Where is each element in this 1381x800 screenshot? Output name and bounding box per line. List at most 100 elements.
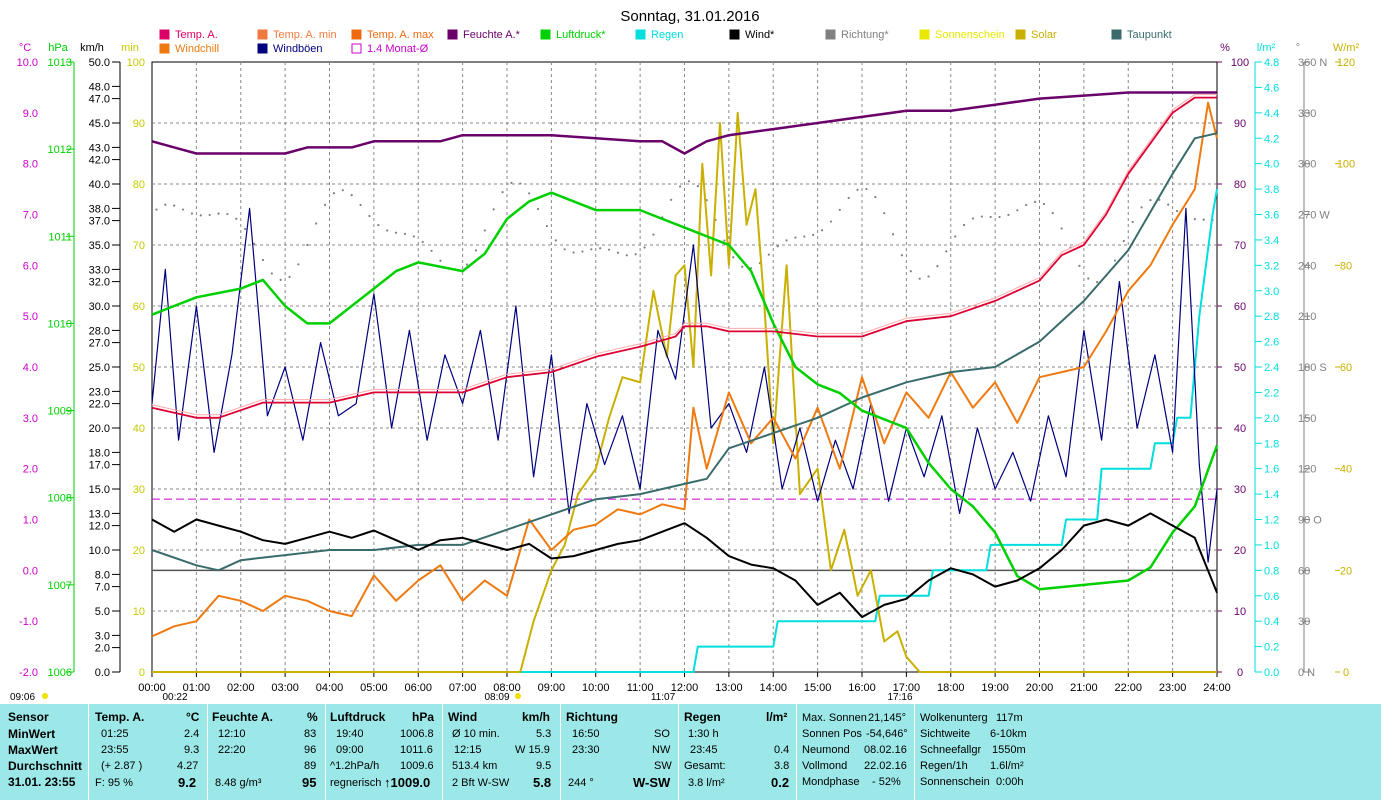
direction-point xyxy=(465,263,469,266)
solar-axis-label: 0 xyxy=(1343,667,1349,679)
solar-axis-label: 20 xyxy=(1340,565,1352,577)
cloud-base-label: Wolkenunterg xyxy=(920,712,988,724)
direction-point xyxy=(492,208,495,211)
direction-point xyxy=(989,215,992,219)
direction-point xyxy=(288,275,291,278)
rain-axis-label: 4.0 xyxy=(1264,159,1279,171)
legend-swatch xyxy=(1111,29,1122,40)
temperature-line xyxy=(151,96,1217,419)
weather-chart: Sonntag, 31.01.2016 Temp. A. Temp. A. min… xyxy=(10,8,1360,703)
direction-point xyxy=(954,235,957,238)
direction-point xyxy=(217,212,220,215)
direction-point xyxy=(1096,281,1099,284)
wind-axis-label: 33.0 xyxy=(89,264,110,276)
humidity-axis-label: 40 xyxy=(1234,423,1246,435)
wind-header: Wind xyxy=(448,710,478,724)
dewpoint-line xyxy=(151,132,1218,572)
legend-label: Temp. A. max xyxy=(367,29,434,41)
direction-point xyxy=(341,189,344,192)
legend-label: Richtung* xyxy=(841,29,889,41)
rain-axis-label: 3.6 xyxy=(1264,210,1279,222)
solar-line xyxy=(152,111,1217,673)
direction-point xyxy=(412,235,415,238)
direction-point xyxy=(971,217,975,220)
temp-axis-label: 7.0 xyxy=(23,210,38,222)
temp-min-value: 2.4 xyxy=(184,728,200,740)
sunshine-axis-label: 50 xyxy=(133,362,145,374)
direction-point xyxy=(599,247,602,250)
direction-point xyxy=(670,198,673,201)
pressure-axis-unit: hPa xyxy=(48,42,68,54)
data-series xyxy=(151,91,1219,673)
wind-unit: km/h xyxy=(522,710,551,724)
direction-point xyxy=(483,229,486,232)
humidity-axis-label: 30 xyxy=(1234,484,1246,496)
direction-point xyxy=(315,222,318,225)
direction-point xyxy=(1060,227,1063,230)
direction-point xyxy=(785,239,788,242)
legend-swatch xyxy=(1015,29,1026,40)
direction-point xyxy=(519,182,522,185)
direction-point xyxy=(838,208,841,211)
pressure-unit: hPa xyxy=(412,710,435,724)
time-axis-label: 21:00 xyxy=(1070,682,1098,694)
direction-point xyxy=(820,229,824,232)
wind-max-time: 12:15 xyxy=(454,744,482,756)
sun-icon xyxy=(515,693,521,699)
astro-moon-phase-value: - 52% xyxy=(872,776,901,788)
direction-point xyxy=(155,208,158,211)
rain-axis-label: 0.8 xyxy=(1264,565,1279,577)
time-axis-label: 12:00 xyxy=(671,682,699,694)
time-marker-label: 11:07 xyxy=(651,692,676,703)
rain-axis-label: 2.6 xyxy=(1264,337,1279,349)
direction-point xyxy=(732,256,735,259)
wind-axis-label: 5.0 xyxy=(95,606,110,618)
humidity-axis-label: 20 xyxy=(1234,545,1246,557)
direction-point xyxy=(190,212,194,215)
rain-axis-label: 4.2 xyxy=(1264,133,1279,145)
chart-title: Sonntag, 31.01.2016 xyxy=(620,8,759,25)
pressure-trend-note: ^1.2hPa/h xyxy=(330,760,380,772)
humidity-axis-label: 0 xyxy=(1237,667,1243,679)
wind-axis-label: 50.0 xyxy=(89,57,110,69)
direction-point xyxy=(439,259,442,262)
legend-label: Luftdruck* xyxy=(556,29,606,41)
pressure-state: regnerisch xyxy=(330,777,382,789)
solar-axis-unit: W/m² xyxy=(1333,42,1360,54)
direction-point xyxy=(199,214,202,217)
direction-point xyxy=(678,185,682,188)
direction-point xyxy=(430,249,433,252)
rain-axis-label: 4.8 xyxy=(1264,57,1279,69)
direction-axis-label: 150 xyxy=(1298,413,1316,425)
direction-point xyxy=(377,223,380,227)
legend-label: Regen xyxy=(651,29,683,41)
solar-axis-label: 100 xyxy=(1337,159,1355,171)
solar-axis-label: 40 xyxy=(1340,464,1352,476)
humidity-axis-label: 70 xyxy=(1234,240,1246,252)
wind-axis-label: 13.0 xyxy=(89,508,110,520)
humidity-axis-label: 50 xyxy=(1234,362,1246,374)
direction-point xyxy=(403,232,407,235)
legend-label: 1.4 Monat-Ø xyxy=(367,43,429,55)
legend-label: Solar xyxy=(1031,29,1057,41)
temp-axis-label: -1.0 xyxy=(19,616,38,628)
sunshine-value: 0:00h xyxy=(996,776,1024,788)
time-marker-label: 00:22 xyxy=(162,692,187,703)
direction-point xyxy=(173,204,176,207)
legend-swatch xyxy=(919,29,930,40)
humidity-max-time: 22:20 xyxy=(218,744,246,756)
sunshine-axis-label: 10 xyxy=(133,606,145,618)
legend-label: Sonnenschein xyxy=(935,29,1005,41)
wind-axis-label: 3.0 xyxy=(95,630,110,642)
pressure-axis-label: 1007 xyxy=(48,580,72,592)
direction-point xyxy=(803,235,806,238)
temp-axis-label: 10.0 xyxy=(17,57,38,69)
direction-point xyxy=(323,203,327,206)
direction-point xyxy=(767,253,770,256)
humidity-now-value: 95 xyxy=(302,775,317,790)
rain-axis-label: 1.0 xyxy=(1264,540,1279,552)
time-marker-label: 09:06 xyxy=(10,692,35,703)
time-axis-label: 06:00 xyxy=(404,682,432,694)
wind-beaufort: 2 Bft W-SW xyxy=(452,777,510,789)
direction-point xyxy=(1007,213,1010,216)
